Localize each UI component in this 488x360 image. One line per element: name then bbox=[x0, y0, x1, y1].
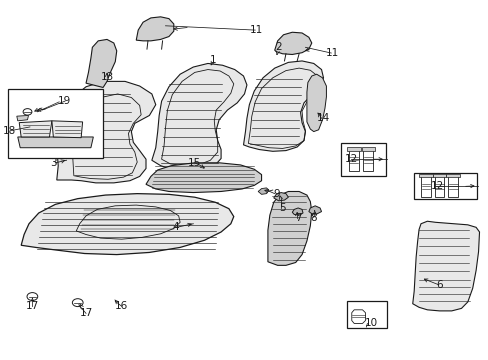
Polygon shape bbox=[274, 32, 311, 54]
Polygon shape bbox=[18, 137, 93, 148]
Text: 6: 6 bbox=[435, 280, 442, 290]
Polygon shape bbox=[348, 149, 358, 171]
Text: 5: 5 bbox=[279, 203, 285, 213]
Polygon shape bbox=[346, 147, 360, 150]
Text: 13: 13 bbox=[100, 72, 113, 82]
Bar bbox=[8, 89, 103, 158]
Text: 9: 9 bbox=[272, 189, 279, 199]
Bar bbox=[346, 301, 386, 328]
Polygon shape bbox=[447, 176, 457, 197]
Text: 17: 17 bbox=[79, 309, 92, 318]
Polygon shape bbox=[152, 63, 246, 170]
Polygon shape bbox=[418, 174, 432, 177]
Polygon shape bbox=[21, 194, 233, 255]
Polygon shape bbox=[19, 121, 52, 137]
Text: 18: 18 bbox=[3, 126, 16, 135]
Text: 4: 4 bbox=[173, 222, 179, 232]
Text: 10: 10 bbox=[364, 319, 377, 328]
Text: 2: 2 bbox=[275, 42, 282, 52]
Polygon shape bbox=[412, 221, 479, 311]
Polygon shape bbox=[306, 74, 326, 132]
Text: 3: 3 bbox=[50, 158, 57, 168]
Polygon shape bbox=[273, 193, 288, 201]
Text: 11: 11 bbox=[249, 25, 263, 35]
Polygon shape bbox=[136, 17, 173, 41]
Polygon shape bbox=[267, 192, 311, 265]
Polygon shape bbox=[17, 116, 28, 121]
Polygon shape bbox=[243, 61, 323, 151]
Text: 12: 12 bbox=[429, 181, 443, 192]
Text: 16: 16 bbox=[115, 301, 128, 311]
Text: 19: 19 bbox=[58, 96, 71, 106]
Text: 8: 8 bbox=[310, 213, 316, 222]
Polygon shape bbox=[292, 208, 303, 215]
Polygon shape bbox=[52, 121, 82, 138]
Polygon shape bbox=[432, 174, 446, 177]
Polygon shape bbox=[308, 206, 321, 214]
Text: 15: 15 bbox=[188, 158, 201, 168]
Text: 12: 12 bbox=[345, 154, 358, 164]
Polygon shape bbox=[361, 147, 374, 150]
Bar bbox=[340, 143, 385, 176]
Text: 1: 1 bbox=[209, 55, 216, 65]
Polygon shape bbox=[57, 81, 156, 183]
Polygon shape bbox=[434, 176, 444, 197]
Text: 11: 11 bbox=[325, 48, 338, 58]
Text: 14: 14 bbox=[316, 113, 329, 123]
Polygon shape bbox=[146, 163, 261, 193]
Text: 17: 17 bbox=[26, 301, 39, 311]
Polygon shape bbox=[420, 176, 430, 197]
Polygon shape bbox=[86, 40, 117, 87]
Polygon shape bbox=[258, 188, 268, 194]
Text: 7: 7 bbox=[294, 213, 301, 222]
Bar bbox=[413, 173, 476, 199]
Polygon shape bbox=[446, 174, 459, 177]
Polygon shape bbox=[363, 149, 372, 171]
